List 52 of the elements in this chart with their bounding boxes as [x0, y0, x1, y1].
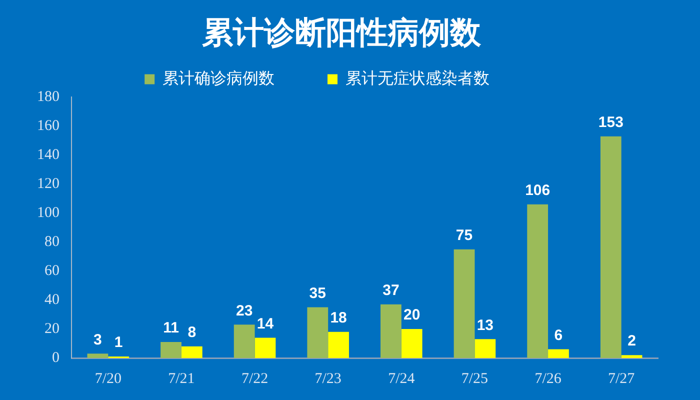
data-label: 8 [188, 324, 196, 342]
x-tick-label: 7/27 [608, 370, 636, 387]
bar [87, 354, 108, 358]
y-tick-label: 20 [44, 320, 60, 337]
bar [380, 304, 402, 358]
bar [474, 339, 496, 358]
y-tick-label: 80 [44, 234, 60, 250]
x-tick-label: 7/22 [241, 370, 268, 387]
legend-label: 累计确诊病例数 [162, 70, 324, 88]
y-tick-label: 40 [44, 292, 60, 308]
bar [600, 136, 622, 358]
bar [548, 349, 569, 358]
data-label: 35 [309, 284, 326, 302]
data-label: 13 [476, 316, 494, 334]
chart-title: 累计诊断阳性病例数 [202, 15, 482, 50]
bar [621, 355, 642, 358]
data-label: 75 [456, 226, 473, 244]
bar [307, 307, 328, 358]
bar [181, 346, 202, 358]
bar [454, 249, 475, 358]
y-tick-label: 160 [37, 118, 60, 134]
bar [401, 329, 422, 358]
data-label: 18 [330, 310, 347, 327]
data-label: 23 [236, 302, 253, 320]
x-tick-label: 7/21 [168, 370, 195, 387]
data-label: 6 [554, 326, 563, 344]
data-label: 2 [628, 332, 636, 350]
data-label: 153 [598, 114, 624, 131]
bar [328, 332, 349, 358]
data-label: 37 [382, 282, 400, 300]
data-label: 1 [114, 334, 123, 352]
y-tick-label: 60 [44, 263, 60, 280]
data-label: 3 [94, 331, 102, 348]
x-tick-label: 7/26 [534, 370, 562, 387]
data-label: 14 [256, 315, 274, 332]
data-label: 11 [163, 320, 179, 337]
bar [527, 204, 548, 358]
bar [234, 324, 255, 358]
data-label: 106 [525, 182, 550, 200]
y-tick-label: 180 [37, 89, 60, 106]
bar [160, 342, 182, 358]
y-tick-label: 120 [37, 176, 60, 192]
bar [254, 338, 276, 358]
x-tick-label: 7/20 [94, 370, 122, 387]
y-tick-label: 140 [37, 147, 60, 164]
x-tick-label: 7/24 [388, 370, 416, 387]
data-label: 20 [404, 306, 420, 324]
x-tick-label: 7/23 [314, 370, 342, 387]
legend-label: 累计无症状感染者数 [346, 70, 538, 88]
x-tick-label: 7/25 [461, 370, 488, 387]
y-tick-label: 100 [37, 205, 60, 222]
y-tick-label: 0 [52, 350, 60, 366]
